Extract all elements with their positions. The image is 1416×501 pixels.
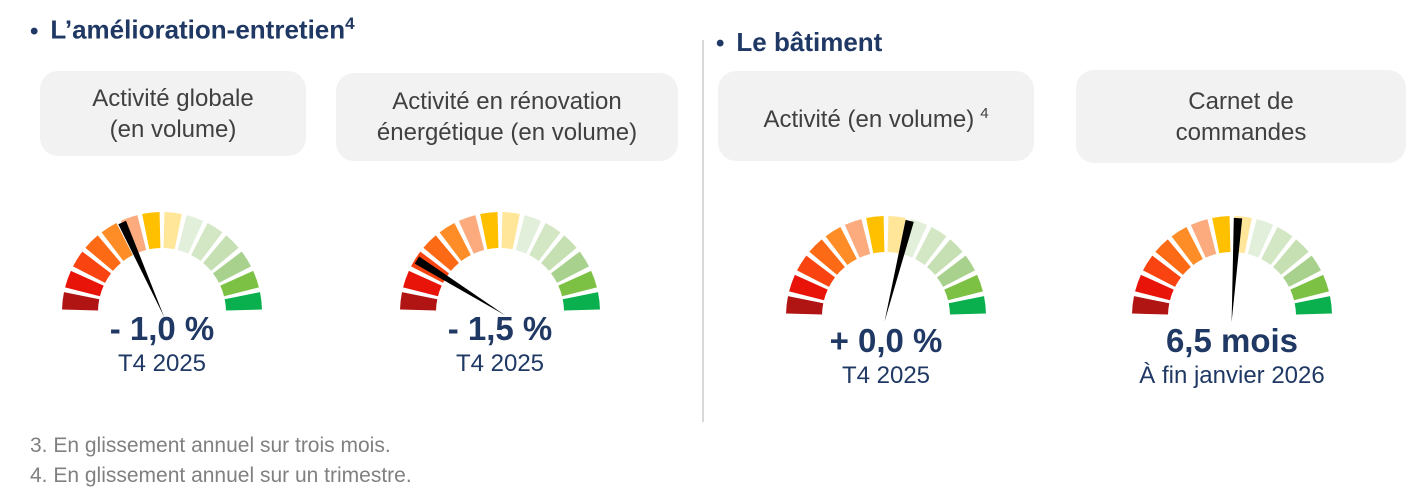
gauge-segment [562,292,600,311]
gauge-segment [213,251,252,283]
bullet-icon: • [30,17,39,45]
gauge-needle [884,219,914,322]
gauge-period: T4 2025 [455,350,545,377]
gauge-arc [400,212,600,316]
gauge-period: T4 2025 [841,362,931,389]
gauge-segment [1247,219,1274,258]
gauge-segment [789,274,828,301]
gauge-segment [1135,274,1174,301]
gauge-segment [944,274,983,301]
gauge-segment [1212,216,1231,254]
bullet-icon: • [716,30,725,57]
gauge-segment [1155,239,1191,275]
gauge-segment [825,226,857,265]
gauge-segment [423,235,459,271]
gauge-segment [1142,255,1181,287]
gauge-renovation-energetique: - 1,5 % T4 2025 [360,188,640,403]
label-text: Activité en rénovation énergétique (en v… [376,88,638,146]
gauge-segment [796,255,835,287]
gauge-segment [458,215,485,254]
label-box-activite-volume: Activité (en volume) 4 [718,71,1034,161]
gauge-segment [844,219,871,258]
gauge-needle [414,256,506,316]
gauge-segment [541,235,577,271]
gauge-activite-globale: - 1,0 % T4 2025 [22,188,302,403]
label-text: Activité (en volume) 4 [763,104,989,133]
gauge-segment [203,235,239,271]
gauge-segment [400,292,438,311]
gauge-segment [901,219,928,258]
section-title-amelioration-entretien: • L’amélioration-entretien4 [30,14,355,46]
gauge-segment [515,215,542,254]
gauge-segment [1132,296,1170,315]
label-superscript: 4 [980,104,989,122]
gauge-segment [529,222,561,261]
gauge-segment [948,296,986,315]
section-title-text: Le bâtiment [736,27,883,57]
title-superscript: 4 [345,14,355,33]
gauge-segment [1283,255,1322,287]
label-box-renovation-energetique: Activité en rénovation énergétique (en v… [336,73,678,161]
gauge-segment [142,212,161,250]
label-box-activite-globale: Activité globale (en volume) [40,71,306,156]
section-title-batiment: • Le bâtiment [716,27,882,58]
section-divider [702,40,704,422]
gauge-segment [1261,226,1293,265]
gauge-segment [85,235,121,271]
gauge-segment [220,270,259,297]
gauge-segment [887,216,906,254]
gauge-needle [118,220,165,318]
gauge-segment [937,255,976,287]
gauge-segment [786,296,824,315]
gauge-segment [65,270,104,297]
gauge-segment [1171,226,1203,265]
gauge-segment [163,212,182,250]
gauge-segment [809,239,845,275]
gauge-segment [101,222,133,261]
gauge-value: - 1,0 % [109,310,215,347]
gauge-value: 6,5 mois [1165,322,1299,359]
gauge-segment [191,222,223,261]
gauge-segment [866,216,885,254]
gauge-segment [501,212,520,250]
gauge-activite-batiment: + 0,0 % T4 2025 [746,192,1026,407]
gauge-period: À fin janvier 2026 [1139,362,1325,389]
gauge-segment [1190,219,1217,258]
gauge-period: T4 2025 [117,350,207,377]
gauge-arc [1132,216,1332,322]
footnotes: 3. En glissement annuel sur trois mois. … [30,431,412,491]
label-box-carnet-commandes: Carnet de commandes [1076,70,1406,163]
gauge-arc [62,212,262,318]
label-text: Carnet de commandes [1175,87,1307,146]
gauge-segment [1290,274,1329,301]
gauge-segment [558,270,597,297]
section-title-text: L’amélioration-entretien4 [50,14,355,45]
gauge-segment [927,239,963,275]
gauge-segment [915,226,947,265]
gauge-value: + 0,0 % [829,322,943,359]
gauge-segment [62,292,100,311]
gauge-carnet-commandes: 6,5 mois À fin janvier 2026 [1092,192,1372,407]
footnote-4: 4. En glissement annuel sur un trimestre… [30,464,412,487]
gauge-segment [551,251,590,283]
gauge-segment [1294,296,1332,315]
gauge-arc [786,216,986,322]
gauge-segment [403,270,442,297]
gauge-segment [224,292,262,311]
gauge-segment [1273,239,1309,275]
gauge-segment [439,222,471,261]
footnote-3: 3. En glissement annuel sur trois mois. [30,434,391,457]
gauge-segment [177,215,204,254]
gauge-needle [1231,217,1243,322]
gauge-value: - 1,5 % [447,310,553,347]
gauge-segment [72,251,111,283]
gauge-segment [480,212,499,250]
label-text: Activité globale (en volume) [92,84,254,143]
